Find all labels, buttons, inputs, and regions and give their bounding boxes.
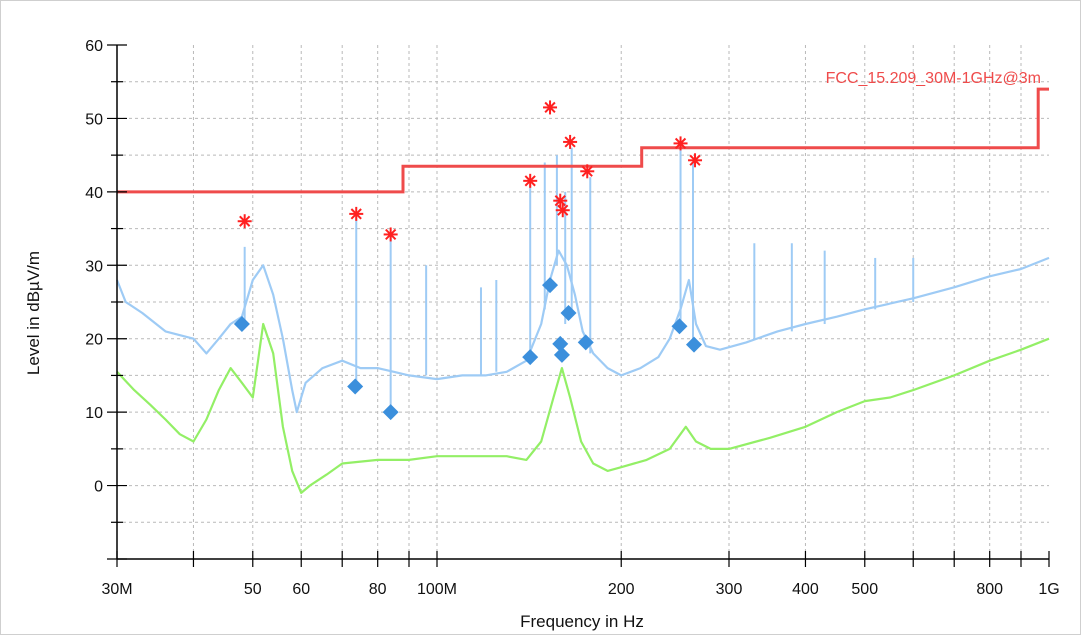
x-tick-label: 800	[976, 581, 1003, 598]
x-tick-label: 200	[608, 581, 635, 598]
series-line-2	[117, 324, 1049, 493]
x-tick-label: 50	[244, 581, 262, 598]
peak-marker	[688, 153, 702, 167]
y-tick-label: 40	[85, 185, 103, 202]
qp-marker	[234, 316, 250, 332]
peak-marker	[238, 214, 252, 228]
spike-layer	[245, 148, 914, 412]
qp-marker	[347, 378, 363, 394]
qp-marker	[554, 347, 570, 363]
x-tick-label: 30M	[101, 581, 132, 598]
peak-marker	[563, 135, 577, 149]
y-tick-label: 30	[85, 258, 103, 275]
y-tick-label: 20	[85, 332, 103, 349]
peak-marker	[543, 100, 557, 114]
grid	[117, 45, 1049, 559]
qp-marker	[383, 404, 399, 420]
x-tick-label: 400	[792, 581, 819, 598]
qp-marker	[560, 305, 576, 321]
peak-marker	[523, 174, 537, 188]
x-tick-label: 100M	[417, 581, 457, 598]
qp-marker	[671, 318, 687, 334]
peak-marker	[384, 227, 398, 241]
y-tick-label: 60	[85, 38, 103, 55]
y-axis-title: Level in dBµV/m	[24, 251, 43, 375]
y-tick-label: 50	[85, 111, 103, 128]
x-tick-label: 300	[716, 581, 743, 598]
x-tick-label: 60	[292, 581, 310, 598]
limit-line-label: FCC_15.209_30M-1GHz@3m	[826, 70, 1041, 87]
peak-marker	[553, 194, 567, 208]
series-layer	[117, 251, 1049, 493]
peak-marker	[349, 207, 363, 221]
x-tick-label: 1G	[1038, 581, 1059, 598]
y-tick-label: 0	[94, 479, 103, 496]
series-line-1	[117, 251, 1049, 413]
y-tick-label: 10	[85, 405, 103, 422]
peak-marker	[580, 164, 594, 178]
x-axis-title: Frequency in Hz	[520, 612, 644, 631]
x-tick-label: 80	[369, 581, 387, 598]
x-tick-label: 500	[851, 581, 878, 598]
